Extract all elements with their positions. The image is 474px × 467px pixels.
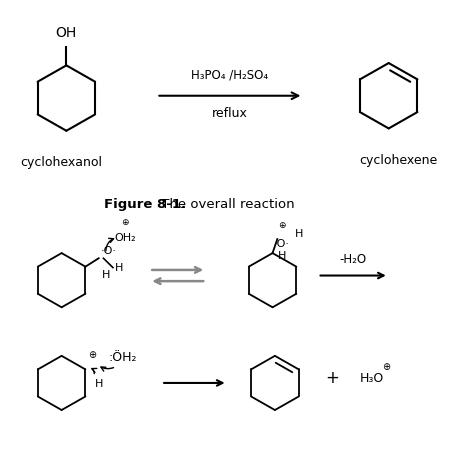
Text: cyclohexanol: cyclohexanol	[21, 156, 102, 170]
Text: H: H	[115, 262, 124, 273]
Text: ⊕: ⊕	[382, 361, 391, 372]
Text: :ÖH₂: :ÖH₂	[109, 351, 137, 364]
Text: H₃PO₄ /H₂SO₄: H₃PO₄ /H₂SO₄	[191, 69, 268, 82]
Text: H: H	[102, 270, 110, 280]
Text: +: +	[325, 369, 339, 387]
Text: -H₂O: -H₂O	[339, 253, 367, 266]
Text: ·O·: ·O·	[274, 239, 290, 249]
Text: H: H	[295, 229, 304, 240]
Text: ·O·: ·O·	[101, 246, 117, 256]
Text: Figure 8-1.: Figure 8-1.	[104, 198, 186, 212]
Text: OH: OH	[56, 26, 77, 40]
Text: H: H	[278, 251, 286, 261]
Text: ⊕: ⊕	[278, 221, 286, 230]
Text: ⊕: ⊕	[89, 350, 97, 360]
Text: H₃O: H₃O	[360, 372, 384, 385]
Text: reflux: reflux	[212, 107, 248, 120]
Text: OH₂: OH₂	[114, 233, 136, 242]
Text: ⊕: ⊕	[121, 218, 128, 227]
Text: The overall reaction: The overall reaction	[157, 198, 295, 212]
Text: H: H	[95, 379, 103, 389]
Text: cyclohexene: cyclohexene	[359, 154, 438, 167]
